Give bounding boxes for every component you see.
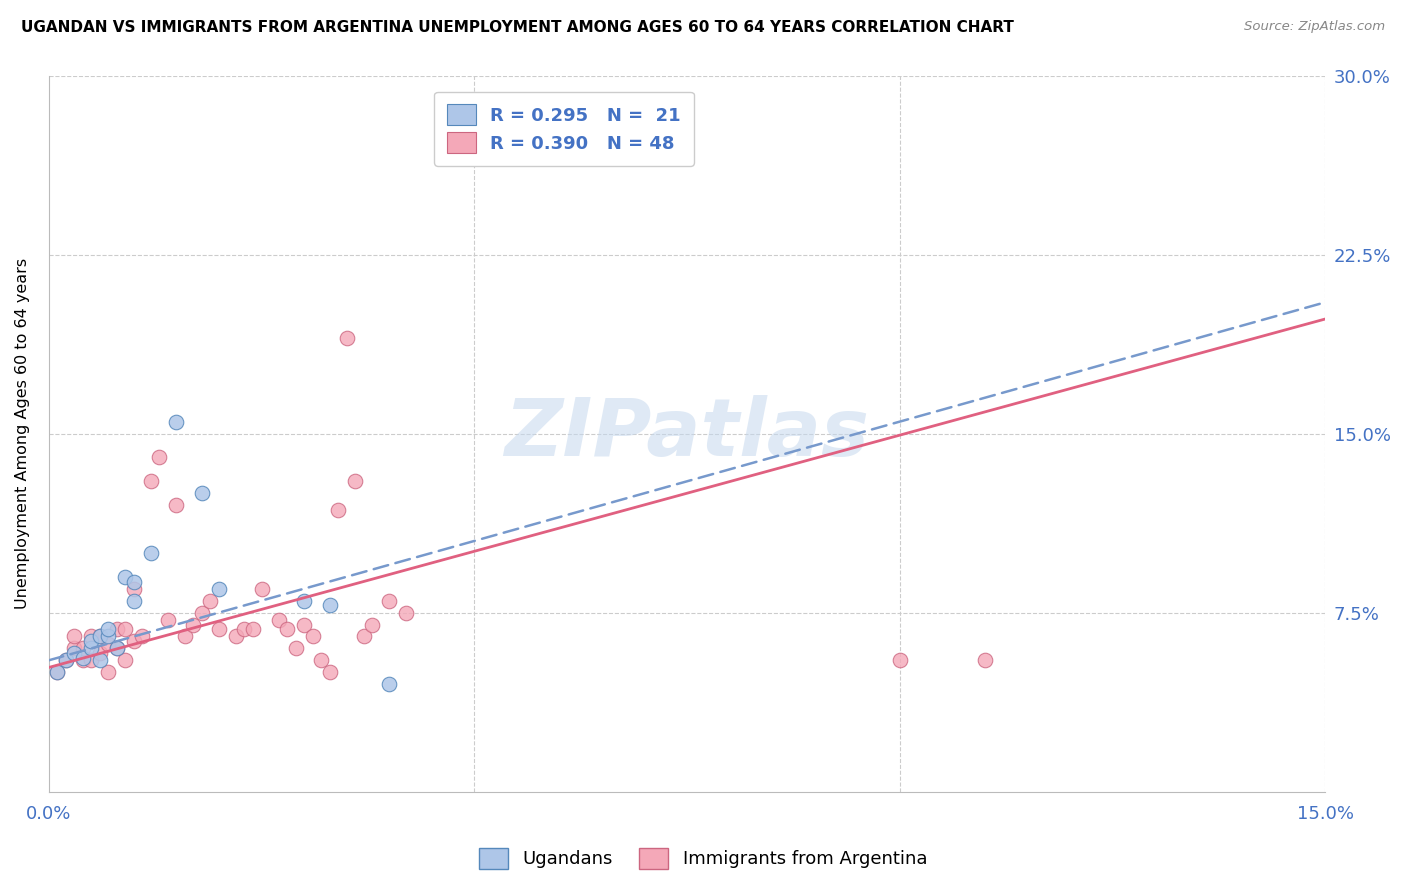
Point — [200, 593, 222, 607]
Point — [309, 653, 332, 667]
Point — [80, 641, 103, 656]
Point — [973, 653, 995, 667]
Point — [225, 630, 247, 644]
Point — [267, 613, 290, 627]
Point — [344, 475, 367, 489]
Point — [131, 630, 153, 644]
Point — [318, 599, 340, 613]
Point — [395, 606, 418, 620]
Point — [105, 622, 128, 636]
Point — [122, 574, 145, 589]
Legend: R = 0.295   N =  21, R = 0.390   N = 48: R = 0.295 N = 21, R = 0.390 N = 48 — [434, 92, 693, 166]
Point — [148, 450, 170, 465]
Point — [276, 622, 298, 636]
Point — [318, 665, 340, 680]
Point — [233, 622, 256, 636]
Point — [301, 630, 323, 644]
Y-axis label: Unemployment Among Ages 60 to 64 years: Unemployment Among Ages 60 to 64 years — [15, 258, 30, 609]
Text: ZIPatlas: ZIPatlas — [505, 394, 869, 473]
Point — [361, 617, 384, 632]
Point — [208, 622, 231, 636]
Legend: Ugandans, Immigrants from Argentina: Ugandans, Immigrants from Argentina — [471, 840, 935, 876]
Point — [353, 630, 375, 644]
Point — [63, 630, 86, 644]
Text: Source: ZipAtlas.com: Source: ZipAtlas.com — [1244, 20, 1385, 33]
Point — [72, 651, 94, 665]
Point — [292, 593, 315, 607]
Point — [97, 630, 120, 644]
Point — [89, 653, 111, 667]
Point — [63, 646, 86, 660]
Point — [156, 613, 179, 627]
Point — [46, 665, 69, 680]
Point — [122, 593, 145, 607]
Point — [122, 582, 145, 596]
Point — [139, 475, 162, 489]
Point — [89, 630, 111, 644]
Point — [114, 570, 136, 584]
Point — [165, 498, 187, 512]
Point — [284, 641, 307, 656]
Point — [208, 582, 231, 596]
Point — [242, 622, 264, 636]
Point — [165, 415, 187, 429]
Point — [378, 677, 401, 691]
Point — [114, 653, 136, 667]
Point — [105, 641, 128, 656]
Point — [292, 617, 315, 632]
Point — [191, 486, 214, 500]
Point — [114, 622, 136, 636]
Point — [139, 546, 162, 560]
Point — [250, 582, 273, 596]
Point — [89, 630, 111, 644]
Point — [72, 641, 94, 656]
Point — [889, 653, 911, 667]
Point — [122, 634, 145, 648]
Point — [55, 653, 77, 667]
Point — [97, 665, 120, 680]
Point — [80, 634, 103, 648]
Point — [80, 630, 103, 644]
Point — [326, 503, 349, 517]
Point — [55, 653, 77, 667]
Point — [97, 622, 120, 636]
Text: UGANDAN VS IMMIGRANTS FROM ARGENTINA UNEMPLOYMENT AMONG AGES 60 TO 64 YEARS CORR: UGANDAN VS IMMIGRANTS FROM ARGENTINA UNE… — [21, 20, 1014, 35]
Point — [174, 630, 197, 644]
Point — [191, 606, 214, 620]
Point — [46, 665, 69, 680]
Point — [378, 593, 401, 607]
Point — [80, 653, 103, 667]
Point — [72, 653, 94, 667]
Point — [63, 641, 86, 656]
Point — [89, 646, 111, 660]
Point — [105, 641, 128, 656]
Point — [183, 617, 205, 632]
Point — [336, 331, 359, 345]
Point — [97, 637, 120, 651]
